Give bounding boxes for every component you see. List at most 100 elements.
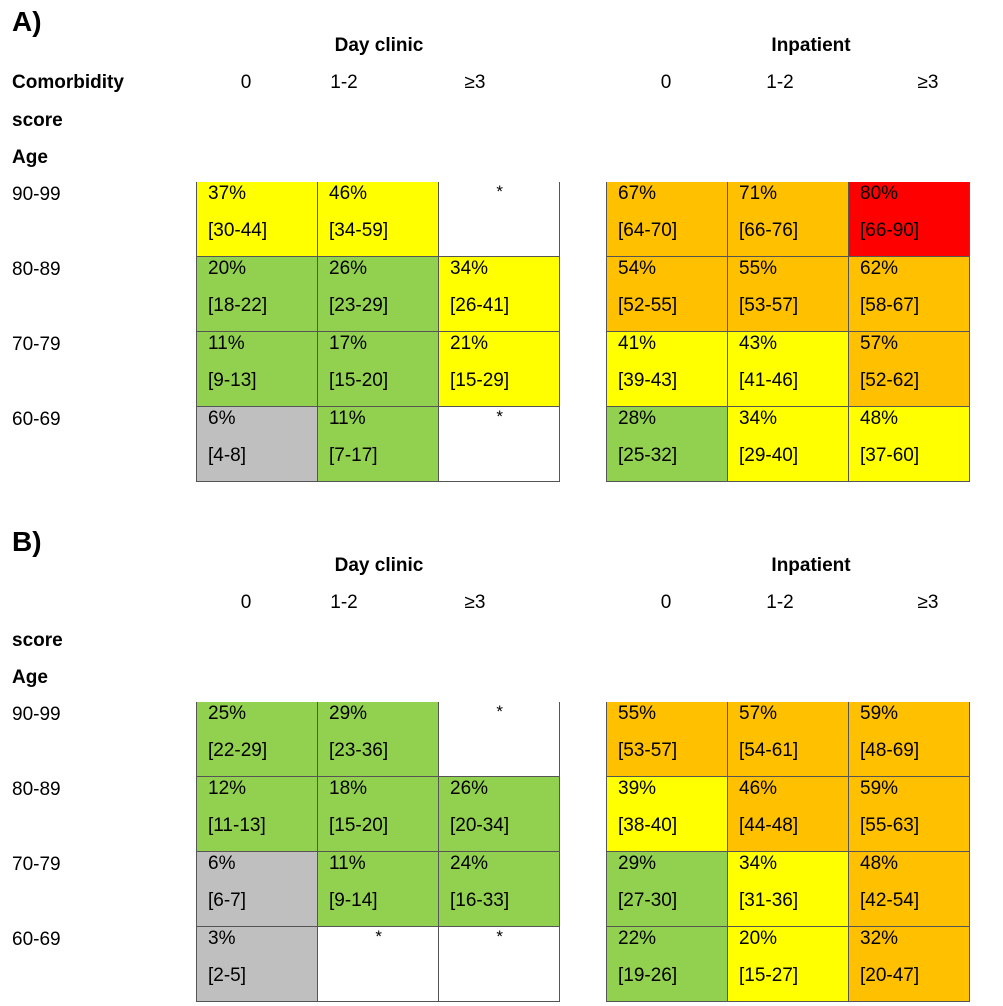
heatmap-cell: *	[439, 927, 560, 1002]
cell-percentage: 6%	[208, 408, 236, 429]
heatmap-cell: 57% [54-61]	[728, 702, 849, 777]
cell-suppressed-marker: *	[496, 407, 503, 426]
cell-percentage: 34%	[739, 408, 778, 429]
heatmap-cell: 26% [23-29]	[318, 257, 439, 332]
cell-confidence-interval: [9-14]	[329, 890, 378, 911]
cell-confidence-interval: [15-20]	[329, 370, 389, 391]
heatmap-cell: 48% [37-60]	[849, 407, 970, 482]
heatmap-grid: 25% [22-29] 29% [23-36] * 12% [11-13] 18% [15-20…	[196, 702, 560, 1002]
cell-confidence-interval: [52-55]	[618, 295, 678, 316]
cell-confidence-interval: [2-5]	[208, 965, 247, 986]
heatmap-cell: 6% [4-8]	[196, 407, 318, 482]
column-label: 1-2	[330, 72, 358, 93]
column-label: ≥3	[917, 592, 939, 613]
cell-percentage: 17%	[329, 333, 368, 354]
cell-percentage: 11%	[208, 333, 245, 354]
row-label-age: 90-99	[12, 704, 61, 725]
heatmap-cell: 28% [25-32]	[606, 407, 728, 482]
group-title: Inpatient	[771, 35, 851, 56]
cell-confidence-interval: [7-17]	[329, 445, 378, 466]
cell-percentage: 55%	[618, 703, 657, 724]
cell-confidence-interval: [11-13]	[208, 815, 266, 836]
cell-confidence-interval: [23-36]	[329, 740, 389, 761]
cell-percentage: 43%	[739, 333, 778, 354]
heatmap-cell: *	[439, 702, 560, 777]
heatmap-cell: 20% [18-22]	[196, 257, 318, 332]
heatmap-cell: 24% [16-33]	[439, 852, 560, 927]
column-label: ≥3	[464, 72, 486, 93]
cell-percentage: 26%	[329, 258, 368, 279]
cell-confidence-interval: [22-29]	[208, 740, 268, 761]
cell-percentage: 46%	[329, 183, 368, 204]
heatmap-cell: 29% [23-36]	[318, 702, 439, 777]
cell-confidence-interval: [37-60]	[860, 445, 920, 466]
column-label: 0	[240, 592, 252, 613]
cell-percentage: 59%	[860, 778, 899, 799]
heatmap-cell: 3% [2-5]	[196, 927, 318, 1002]
heatmap-cell: 48% [42-54]	[849, 852, 970, 927]
heatmap-cell: 80% [66-90]	[849, 182, 970, 257]
cell-confidence-interval: [53-57]	[618, 740, 678, 761]
heatmap-cell: 37% [30-44]	[196, 182, 318, 257]
cell-percentage: 39%	[618, 778, 657, 799]
heatmap-cell: 22% [19-26]	[606, 927, 728, 1002]
cell-confidence-interval: [39-43]	[618, 370, 678, 391]
heatmap-cell: *	[318, 927, 439, 1002]
heatmap-cell: 34% [31-36]	[728, 852, 849, 927]
cell-confidence-interval: [38-40]	[618, 815, 678, 836]
cell-percentage: 59%	[860, 703, 899, 724]
heatmap-cell: 62% [58-67]	[849, 257, 970, 332]
row-label-age: 80-89	[12, 259, 61, 280]
cell-percentage: 6%	[208, 853, 236, 874]
heatmap-cell: 11% [7-17]	[318, 407, 439, 482]
cell-confidence-interval: [55-63]	[860, 815, 920, 836]
cell-confidence-interval: [41-46]	[739, 370, 799, 391]
heatmap-cell: *	[439, 182, 560, 257]
column-label: 0	[660, 72, 672, 93]
column-label: 1-2	[330, 592, 358, 613]
cell-confidence-interval: [15-20]	[329, 815, 389, 836]
row-label-age: 70-79	[12, 854, 61, 875]
cell-confidence-interval: [64-70]	[618, 220, 678, 241]
cell-percentage: 12%	[208, 778, 247, 799]
cell-percentage: 32%	[860, 928, 899, 949]
heatmap-grid: 37% [30-44] 46% [34-59] * 20% [18-22] 26% [23-29…	[196, 182, 560, 482]
heatmap-cell: 26% [20-34]	[439, 777, 560, 852]
cell-percentage: 57%	[860, 333, 899, 354]
cell-percentage: 46%	[739, 778, 778, 799]
heatmap-cell: *	[439, 407, 560, 482]
cell-confidence-interval: [9-13]	[208, 370, 257, 391]
cell-confidence-interval: [58-67]	[860, 295, 920, 316]
cell-percentage: 55%	[739, 258, 778, 279]
cell-percentage: 22%	[618, 928, 657, 949]
cell-percentage: 57%	[739, 703, 778, 724]
cell-confidence-interval: [20-34]	[450, 815, 510, 836]
row-label-age: 90-99	[12, 184, 61, 205]
cell-percentage: 41%	[618, 333, 657, 354]
row-header-line: Comorbidity	[12, 72, 124, 93]
column-label: 0	[240, 72, 252, 93]
heatmap-cell: 54% [52-55]	[606, 257, 728, 332]
cell-suppressed-marker: *	[496, 182, 503, 201]
cell-confidence-interval: [15-27]	[739, 965, 799, 986]
heatmap-cell: 11% [9-13]	[196, 332, 318, 407]
row-label-age: 80-89	[12, 779, 61, 800]
panel-label: B)	[12, 526, 42, 557]
cell-confidence-interval: [15-29]	[450, 370, 510, 391]
heatmap-cell: 25% [22-29]	[196, 702, 318, 777]
heatmap-cell: 6% [6-7]	[196, 852, 318, 927]
cell-confidence-interval: [4-8]	[208, 445, 247, 466]
cell-percentage: 48%	[860, 853, 899, 874]
cell-percentage: 80%	[860, 183, 899, 204]
heatmap-cell: 46% [44-48]	[728, 777, 849, 852]
heatmap-cell: 67% [64-70]	[606, 182, 728, 257]
cell-percentage: 54%	[618, 258, 657, 279]
cell-percentage: 29%	[618, 853, 657, 874]
cell-confidence-interval: [44-48]	[739, 815, 799, 836]
cell-percentage: 48%	[860, 408, 899, 429]
cell-confidence-interval: [16-33]	[450, 890, 510, 911]
cell-confidence-interval: [52-62]	[860, 370, 920, 391]
heatmap-cell: 29% [27-30]	[606, 852, 728, 927]
heatmap-grid: 55% [53-57] 57% [54-61] 59% [48-69] 39% [38-40]…	[606, 702, 970, 1002]
cell-confidence-interval: [26-41]	[450, 295, 510, 316]
